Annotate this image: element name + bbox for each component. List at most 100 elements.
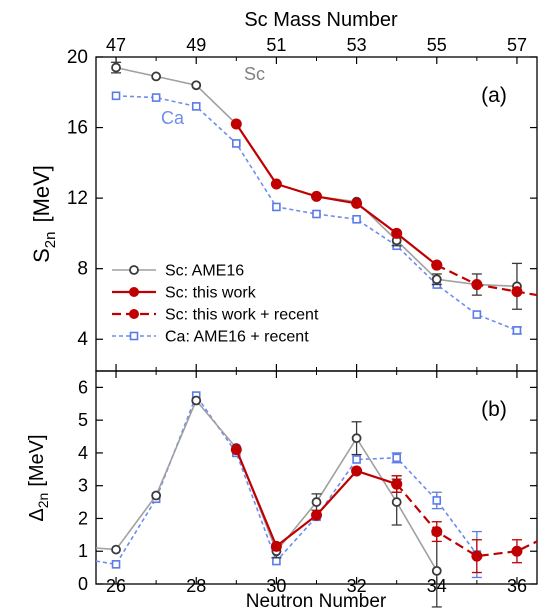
panel-b-point-sc-ame16 <box>311 497 322 507</box>
panel-b-point-sc-this-work-recent <box>391 478 403 490</box>
panel-b-line-sc-ame16 <box>95 398 438 572</box>
panel-b-ytick-label: 3 <box>78 476 88 496</box>
panel-a-point-ca-ame16-recent <box>151 93 161 102</box>
x-tick-label: 28 <box>186 576 206 596</box>
panel-a-point-sc-this-work-recent <box>471 279 483 291</box>
panel-b-point-sc-this-work-recent <box>431 526 443 538</box>
annotation-sc: Sc <box>244 64 265 84</box>
panel-b-point-sc-ame16 <box>431 565 442 576</box>
panel-b-ylabel: Δ2n [MeV] <box>26 434 51 521</box>
top-axis-ticks: 47 49 51 53 55 57 <box>106 35 527 55</box>
panel-a-point-ca-ame16-recent <box>191 102 201 111</box>
panel-b-point-ca-ame16-recent <box>272 556 281 566</box>
panel-b-point-sc-ame16 <box>351 433 362 444</box>
panel-b-line-sc-this-work-recent <box>395 483 538 558</box>
panel-a-point-sc-this-work-recent <box>511 286 523 298</box>
panel-b-ylabel-main: Δ <box>26 508 48 521</box>
panel-a-ytick-label: 16 <box>67 118 88 139</box>
panel-b-point-sc-ame16 <box>111 544 121 555</box>
top-tick-label: 51 <box>266 35 286 55</box>
panel-b-point-sc-this-work-recent <box>511 545 523 557</box>
legend-label-3: Ca: AME16 + recent <box>165 329 309 346</box>
top-axis-label: Sc Mass Number <box>244 9 398 31</box>
panel-a-point-ca-ame16-recent <box>512 326 522 335</box>
panel-a-point-ca-ame16-recent <box>352 214 361 224</box>
panel-b-point-sc-this-work <box>230 444 242 456</box>
legend: Sc: AME16 Sc: this work Sc: this work + re… <box>112 263 319 346</box>
panel-a-series <box>111 61 538 335</box>
annotation-ca: Ca <box>161 108 185 128</box>
panel-a-ytick-label: 8 <box>77 259 88 280</box>
panel-a-point-ca-ame16-recent <box>312 209 321 219</box>
panel-b-point-sc-ame16 <box>151 490 162 501</box>
panel-a-ytick-label: 4 <box>77 329 88 350</box>
panel-b-point-sc-this-work <box>351 465 363 477</box>
top-tick-label: 55 <box>427 35 447 55</box>
panel-b-ytick-label: 6 <box>78 377 88 397</box>
panel-a-ytick-label: 12 <box>67 188 88 209</box>
panel-b-point-ca-ame16-recent <box>392 453 401 463</box>
legend-marker-1 <box>129 287 139 297</box>
legend-marker-2 <box>129 309 139 319</box>
panel-b-point-sc-ame16 <box>191 395 202 406</box>
panel-b-ytick-label: 5 <box>78 410 88 430</box>
x-tick-label: 32 <box>347 576 367 596</box>
panel-a-point-sc-ame16 <box>111 62 121 73</box>
panel-a-point-ca-ame16-recent <box>272 202 281 212</box>
legend-label-2: Sc: this work + recent <box>165 307 319 324</box>
panel-a-point-ca-ame16-recent <box>472 310 482 319</box>
panel-a-point-sc-this-work <box>351 197 363 209</box>
panel-a-y-ticks: 4 8 12 16 20 <box>67 47 537 371</box>
panel-b-point-sc-this-work-recent <box>471 550 483 562</box>
panel-a-point-ca-ame16-recent <box>232 139 241 148</box>
panel-b-ytick-label: 4 <box>78 443 88 463</box>
x-axis-label: Neutron Number <box>246 591 387 612</box>
legend-marker-0 <box>129 265 139 275</box>
x-tick-label: 36 <box>507 576 527 596</box>
panel-a-ylabel-main: S <box>29 248 54 263</box>
panel-a-point-sc-this-work <box>270 178 282 190</box>
panel-b-ytick-label: 1 <box>78 541 88 561</box>
legend-label-1: Sc: this work <box>165 285 257 302</box>
panel-b-ylabel-unit: [MeV] <box>26 434 48 486</box>
panel-b-ytick-label: 2 <box>78 508 88 528</box>
panel-a-point-sc-this-work-recent <box>431 259 443 271</box>
panel-b-point-sc-this-work <box>270 540 282 552</box>
panel-a-line-sc-this-work <box>235 123 438 267</box>
panel-a-label: (a) <box>481 84 507 107</box>
panel-a-point-sc-this-work <box>391 227 403 239</box>
panel-a-ylabel: S2n [MeV] <box>29 165 59 263</box>
panel-a-point-ca-ame16-recent <box>111 91 121 101</box>
top-tick-label: 49 <box>186 35 206 55</box>
panel-a-line-sc-this-work-recent <box>436 264 538 297</box>
panel-b-point-ca-ame16-recent <box>352 455 361 464</box>
x-tick-label: 30 <box>266 576 286 596</box>
panel-a-point-sc-ame16 <box>431 274 442 285</box>
panel-b-point-ca-ame16-recent <box>111 560 121 569</box>
panel-b-series <box>95 391 538 608</box>
panel-b-point-ca-ame16-recent <box>432 496 442 505</box>
panel-b-ylabel-sub: 2n <box>35 493 51 509</box>
panel-b-ytick-label: 0 <box>78 574 88 594</box>
panel-a-point-sc-this-work <box>230 118 242 130</box>
panel-a-ytick-label: 20 <box>67 47 88 68</box>
panel-b-label: (b) <box>481 398 507 421</box>
panel-a-point-sc-ame16 <box>191 80 202 91</box>
legend-label-0: Sc: AME16 <box>165 263 244 280</box>
panel-a-ylabel-unit: [MeV] <box>29 165 54 222</box>
legend-marker-3 <box>129 331 139 341</box>
panel-a-line-sc-ame16 <box>115 66 518 288</box>
top-tick-label: 47 <box>106 35 126 55</box>
panel-b-point-sc-this-work <box>311 509 322 521</box>
x-tick-label: 34 <box>427 576 447 596</box>
x-tick-label: 26 <box>106 576 126 596</box>
panel-a-point-sc-ame16 <box>151 71 162 82</box>
panel-a-ylabel-sub: 2n <box>42 232 59 249</box>
top-tick-label: 57 <box>507 35 527 55</box>
x-axis-ticks: 26 28 30 32 34 36 <box>106 576 527 596</box>
top-tick-label: 53 <box>347 35 367 55</box>
